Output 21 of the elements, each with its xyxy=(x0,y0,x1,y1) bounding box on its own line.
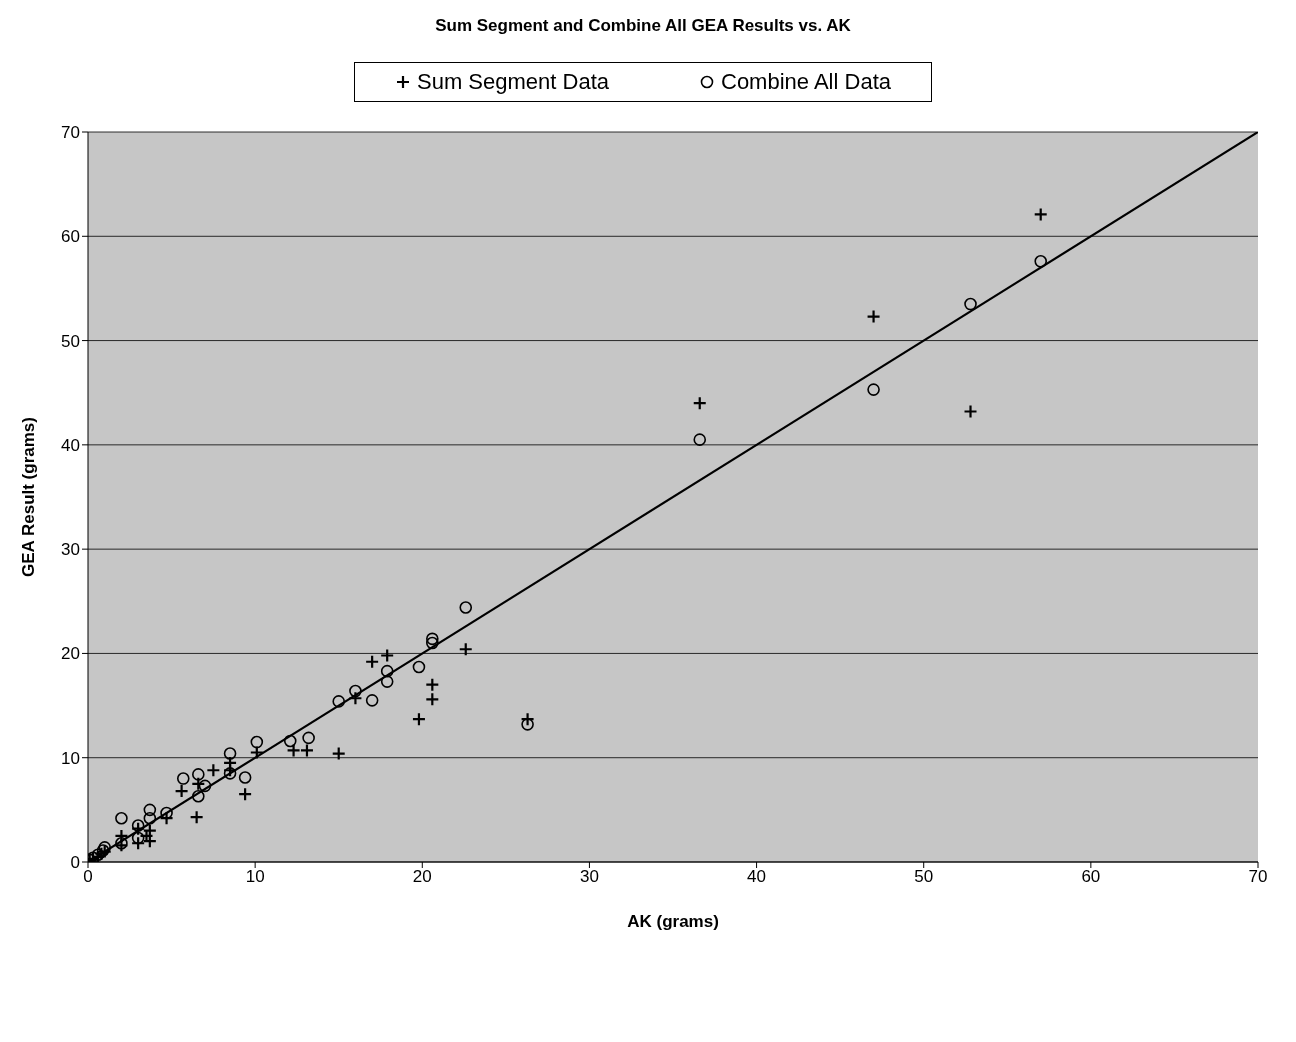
legend-label: Sum Segment Data xyxy=(417,69,609,95)
y-axis-title: GEA Result (grams) xyxy=(19,417,39,577)
y-tick-label: 50 xyxy=(61,331,80,351)
y-tick-label: 40 xyxy=(61,435,80,455)
x-tick-label: 0 xyxy=(83,867,93,887)
legend-label: Combine All Data xyxy=(721,69,891,95)
x-tick-label: 10 xyxy=(245,867,265,887)
y-tick-label: 0 xyxy=(70,853,80,873)
x-tick-label: 20 xyxy=(412,867,432,887)
y-tick-label: 20 xyxy=(61,644,80,664)
y-tick-label: 10 xyxy=(61,748,80,768)
x-tick-label: 50 xyxy=(914,867,934,887)
x-tick-label: 30 xyxy=(579,867,599,887)
x-tick-label: 70 xyxy=(1248,867,1268,887)
x-tick-label: 60 xyxy=(1081,867,1101,887)
x-tick-label: 40 xyxy=(747,867,767,887)
chart-title: Sum Segment and Combine All GEA Results vs. AK xyxy=(434,15,852,37)
x-axis-title: AK (grams) xyxy=(627,912,719,931)
y-tick-label: 60 xyxy=(61,227,80,247)
y-tick-label: 70 xyxy=(61,123,80,143)
y-tick-label: 30 xyxy=(61,540,80,560)
